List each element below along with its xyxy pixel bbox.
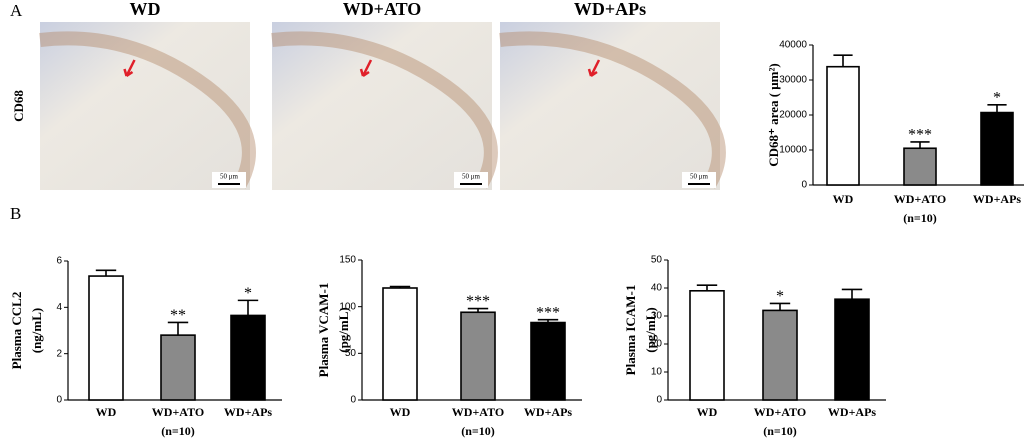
significance: ***	[908, 127, 932, 144]
column-header: WD+APs	[574, 0, 646, 19]
bar	[160, 334, 196, 401]
arrow	[587, 59, 601, 78]
y-tick-label: 2	[56, 348, 62, 359]
y-axis-label: (pg/mL)	[336, 307, 351, 353]
micrograph	[40, 22, 250, 190]
bar	[980, 111, 1014, 186]
y-tick-label: 4	[56, 302, 62, 313]
micrographs: WD 50 μm WD+ATO 50 μm WD+APs 50 μm	[39, 0, 726, 190]
y-tick-label: 10	[651, 367, 663, 378]
error-bar	[167, 321, 189, 336]
error-bar	[95, 269, 117, 277]
category-note: (n=10)	[161, 424, 195, 438]
error-bar	[769, 302, 791, 311]
y-axis-label: Plasma CCL2	[9, 292, 24, 370]
x-tick-label: WD+ATO	[152, 405, 204, 419]
significance: *	[993, 90, 1001, 107]
error-bar	[696, 284, 718, 291]
x-tick-label: WD+APs	[524, 405, 573, 419]
y-axis-label: CD68⁺ area ( μm²)	[766, 63, 781, 166]
category-note: (n=10)	[903, 211, 937, 225]
category-note: (n=10)	[763, 424, 797, 438]
bar	[230, 314, 266, 401]
y-tick-label: 6	[56, 256, 62, 267]
bar	[530, 321, 566, 401]
significance: ***	[536, 304, 560, 321]
bar	[382, 287, 418, 401]
tissue	[271, 31, 498, 189]
y-tick-label: 40	[651, 283, 663, 294]
y-tick-label: 10000	[779, 145, 807, 156]
y-tick-label: 30000	[779, 75, 807, 86]
micrograph	[500, 22, 720, 190]
panel-label: B	[10, 204, 21, 223]
bar	[689, 289, 725, 401]
x-tick-label: WD	[96, 405, 117, 419]
y-axis-label: (ng/mL)	[29, 308, 44, 354]
error-bar	[910, 141, 930, 149]
bar	[834, 298, 870, 401]
x-tick-label: WD+ATO	[754, 405, 806, 419]
scale-bar-label: 50 μm	[220, 173, 239, 181]
category-note: (n=10)	[461, 424, 495, 438]
x-tick-label: WD	[697, 405, 718, 419]
x-tick-label: WD+APs	[973, 192, 1022, 206]
bar	[762, 309, 798, 401]
y-tick-label: 0	[56, 395, 62, 406]
y-tick-label: 30	[651, 311, 663, 322]
tissue	[499, 31, 726, 189]
y-tick-label: 150	[339, 255, 356, 266]
scale-bar-label: 50 μm	[462, 173, 481, 181]
error-bar	[987, 104, 1007, 113]
y-tick-label: 0	[801, 180, 807, 191]
y-axis-label: Plasma ICAM-1	[623, 285, 638, 376]
y-tick-label: 20	[651, 339, 663, 350]
y-tick-label: 0	[350, 395, 356, 406]
bar	[826, 65, 860, 186]
x-tick-label: WD+ATO	[452, 405, 504, 419]
error-bar	[841, 288, 863, 300]
column-header: WD+ATO	[343, 0, 422, 19]
bar	[903, 147, 937, 186]
significance: **	[170, 307, 186, 324]
x-tick-label: WD+APs	[828, 405, 877, 419]
y-tick-label: 40000	[779, 40, 807, 51]
significance: *	[776, 288, 784, 305]
bar	[88, 275, 124, 401]
row-label: CD68	[11, 90, 26, 122]
y-tick-label: 0	[656, 395, 662, 406]
y-tick-label: 50	[651, 255, 663, 266]
y-tick-label: 50	[345, 348, 357, 359]
panel-label: A	[10, 1, 23, 20]
arrow	[359, 59, 373, 78]
arrow	[123, 59, 136, 78]
micrograph	[272, 22, 492, 190]
y-tick-label: 100	[339, 301, 356, 312]
y-axis-label: (pg/mL)	[643, 307, 658, 353]
x-tick-label: WD+APs	[224, 405, 273, 419]
significance: *	[244, 285, 252, 302]
y-axis-label: Plasma VCAM-1	[316, 283, 331, 378]
error-bar	[833, 54, 853, 67]
x-tick-label: WD	[833, 192, 854, 206]
significance: ***	[466, 293, 490, 310]
error-bar	[237, 299, 259, 316]
tissue	[39, 31, 256, 189]
x-tick-label: WD	[390, 405, 411, 419]
scale-bar-label: 50 μm	[690, 173, 709, 181]
bar	[460, 311, 496, 401]
column-header: WD	[130, 0, 161, 19]
y-tick-label: 20000	[779, 110, 807, 121]
x-tick-label: WD+ATO	[894, 192, 946, 206]
